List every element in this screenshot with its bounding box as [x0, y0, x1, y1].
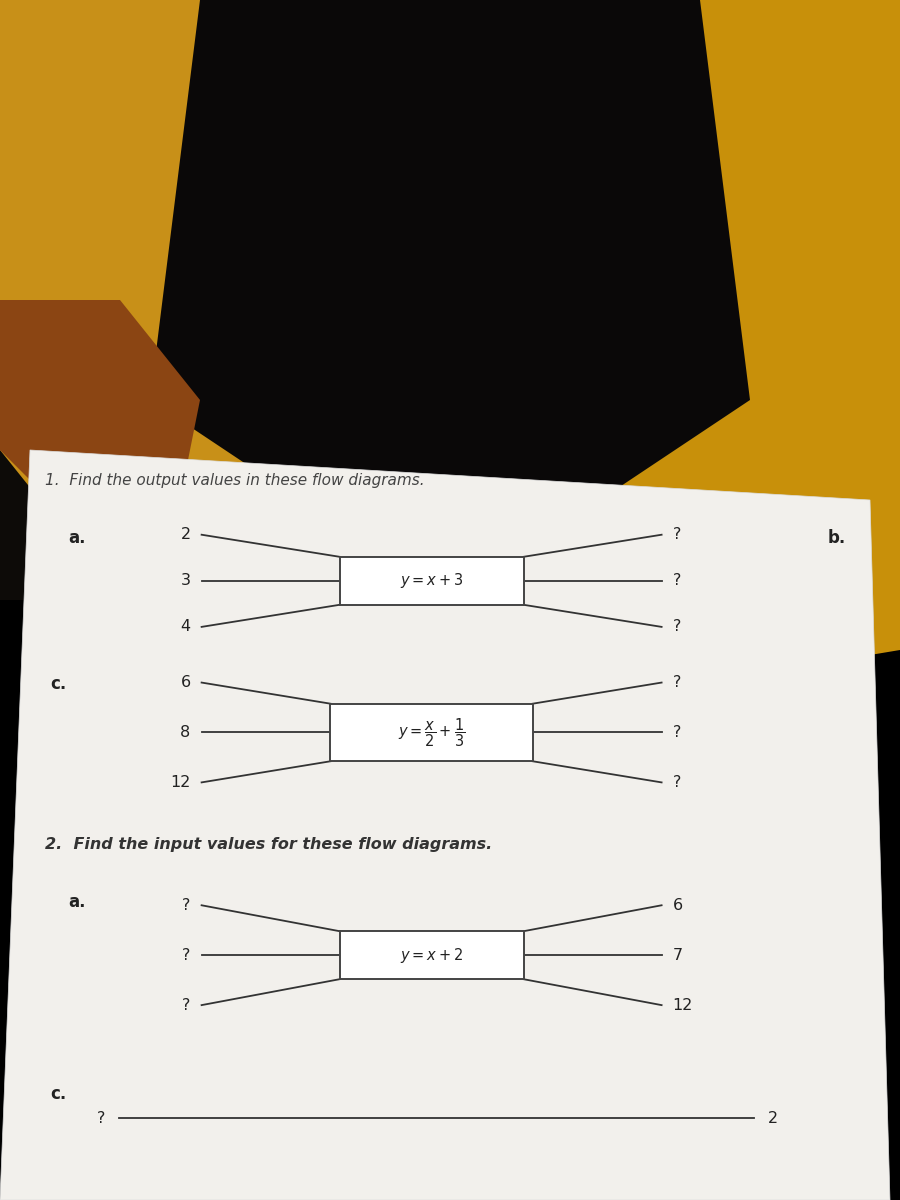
Text: 1.  Find the output values in these flow diagrams.: 1. Find the output values in these flow … — [45, 473, 425, 487]
FancyBboxPatch shape — [339, 931, 524, 979]
Text: $y = x + 2$: $y = x + 2$ — [400, 946, 464, 965]
Text: c.: c. — [50, 676, 66, 694]
Text: ?: ? — [672, 619, 681, 635]
Text: $y = x + 3$: $y = x + 3$ — [400, 571, 464, 590]
Text: $y = \dfrac{x}{2} + \dfrac{1}{3}$: $y = \dfrac{x}{2} + \dfrac{1}{3}$ — [398, 716, 465, 749]
Text: 12: 12 — [672, 997, 693, 1013]
Polygon shape — [0, 300, 200, 500]
Text: 8: 8 — [180, 725, 191, 740]
Text: ?: ? — [182, 997, 191, 1013]
Text: ?: ? — [672, 676, 681, 690]
Text: 6: 6 — [672, 898, 683, 913]
Text: 4: 4 — [180, 619, 191, 635]
Text: 2: 2 — [768, 1111, 778, 1126]
Text: ?: ? — [182, 898, 191, 913]
Text: ?: ? — [672, 775, 681, 790]
Text: a.: a. — [68, 528, 86, 546]
Text: ?: ? — [672, 725, 681, 740]
Text: 2: 2 — [180, 527, 191, 542]
FancyBboxPatch shape — [330, 703, 533, 761]
Polygon shape — [0, 0, 900, 600]
Text: ?: ? — [182, 948, 191, 962]
Polygon shape — [400, 0, 900, 700]
Text: ?: ? — [96, 1111, 105, 1126]
Text: a.: a. — [68, 893, 86, 912]
Text: ?: ? — [672, 527, 681, 542]
Text: c.: c. — [50, 1085, 66, 1104]
Text: b.: b. — [827, 528, 845, 546]
Text: 3: 3 — [181, 574, 191, 588]
Polygon shape — [150, 0, 750, 600]
Text: ?: ? — [672, 574, 681, 588]
Text: 7: 7 — [672, 948, 683, 962]
Polygon shape — [0, 450, 890, 1200]
Polygon shape — [0, 0, 350, 700]
Text: 6: 6 — [180, 676, 191, 690]
Text: 12: 12 — [170, 775, 191, 790]
FancyBboxPatch shape — [339, 557, 524, 605]
Text: 2.  Find the input values for these flow diagrams.: 2. Find the input values for these flow … — [45, 838, 492, 852]
